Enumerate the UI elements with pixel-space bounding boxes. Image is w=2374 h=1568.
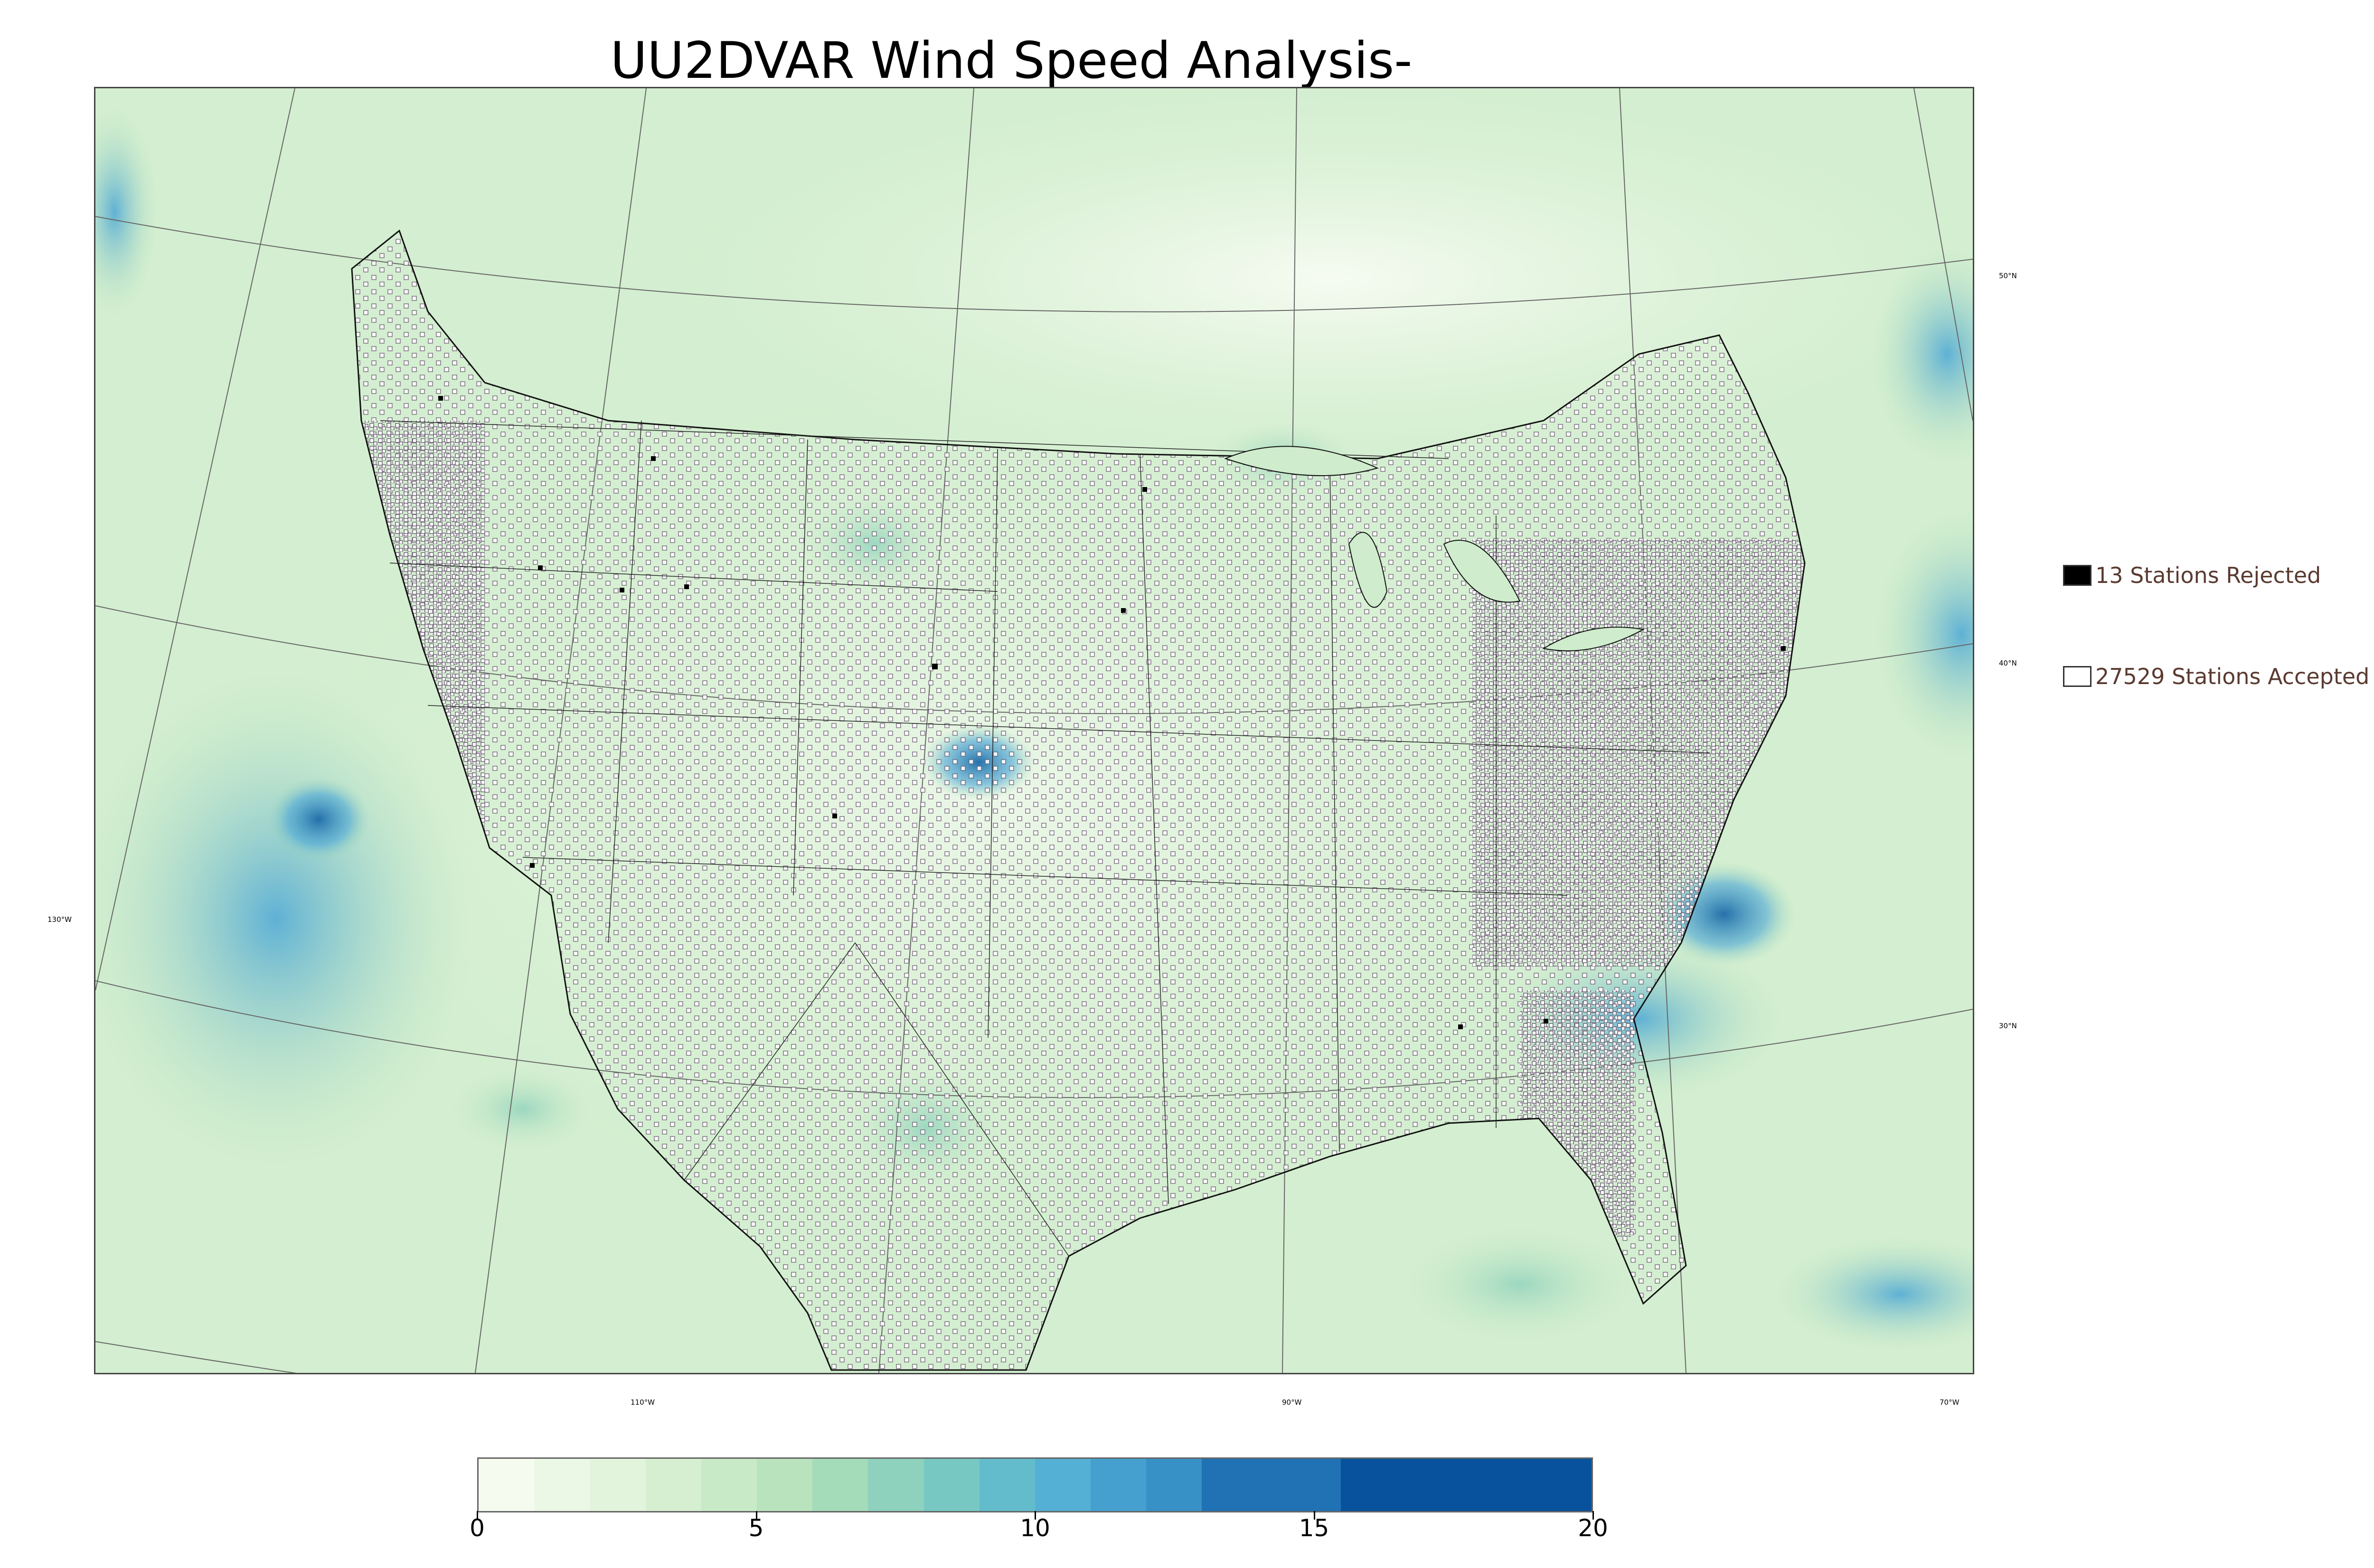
- wind-baja: [452, 1066, 594, 1152]
- border-line: [608, 420, 642, 943]
- legend-accepted: 27529 Stations Accepted: [2063, 664, 2369, 689]
- colorbar-tick-mark: [477, 1511, 478, 1520]
- colorbar-tick-mark: [1313, 1511, 1315, 1520]
- colorbar-segment: [868, 1459, 924, 1511]
- colorbar-segment: [756, 1459, 813, 1511]
- rejected-station: [530, 863, 535, 868]
- lon-line-130w: [95, 88, 295, 991]
- colorbar-segment: [645, 1459, 701, 1511]
- rejected-station: [932, 664, 938, 669]
- lon-label-70w: 70°W: [1940, 1398, 1959, 1407]
- lake-superior: [1224, 446, 1379, 476]
- lat-label-50n: 50°N: [1999, 272, 2017, 280]
- wind-speed-map: [95, 88, 1973, 1373]
- wind-max-california-coast: [95, 672, 475, 1166]
- rejected-station: [620, 588, 624, 592]
- wind-gulf: [1406, 1228, 1634, 1342]
- legend-accepted-label: 27529 Stations Accepted: [2095, 664, 2370, 689]
- colorbar-segment: [479, 1459, 535, 1511]
- legend-rejected-label: 13 Stations Rejected: [2095, 563, 2321, 588]
- lon-label-130w: 130°W: [47, 915, 72, 924]
- map-panel: [94, 87, 1974, 1374]
- wind-max-nova-scotia: [1871, 245, 1973, 463]
- lake-huron: [1443, 540, 1521, 603]
- rejected-station-swatch: [2063, 565, 2091, 586]
- rejected-station: [651, 456, 656, 461]
- rejected-station: [1544, 1019, 1548, 1023]
- lon-line-70w: [1913, 88, 1973, 421]
- lake-michigan: [1348, 532, 1388, 608]
- colorbar-segment: [923, 1459, 980, 1511]
- lat-line-20n: [95, 1341, 297, 1373]
- colorbar-segment: [1341, 1459, 1592, 1511]
- colorbar-segment: [1146, 1459, 1202, 1511]
- colorbar-tick-label: 0: [470, 1514, 485, 1542]
- rejected-station: [1458, 1024, 1463, 1029]
- colorbar-tick-label: 20: [1578, 1514, 1608, 1542]
- rejected-station: [684, 584, 689, 589]
- colorbar-tick-mark: [1592, 1511, 1594, 1520]
- lon-label-110w: 110°W: [631, 1398, 655, 1407]
- rejected-station: [1121, 608, 1126, 613]
- rejected-station: [438, 396, 443, 401]
- lake-erie: [1542, 627, 1645, 651]
- rejected-station: [1781, 646, 1786, 651]
- colorbar-segment: [979, 1459, 1035, 1511]
- border-line: [522, 857, 1568, 896]
- rejected-station: [538, 565, 543, 570]
- colorbar-tick-mark: [1035, 1511, 1036, 1520]
- colorbar-segment: [590, 1459, 646, 1511]
- lon-label-90w: 90°W: [1282, 1398, 1302, 1407]
- border-line: [988, 449, 998, 1038]
- lat-label-30n: 30°N: [1999, 1022, 2017, 1030]
- wind-max-central-california: [266, 777, 371, 862]
- border-line: [1329, 468, 1340, 1152]
- rejected-stations: [438, 396, 1786, 1029]
- colorbar-segment: [1035, 1459, 1091, 1511]
- wind-max-nw-pacific: [95, 107, 157, 316]
- rejected-station: [832, 814, 837, 818]
- border-line: [684, 942, 1069, 1257]
- border-line: [1140, 453, 1169, 1204]
- great-lakes: [1224, 446, 1645, 651]
- border-line: [793, 439, 808, 896]
- border-line: [389, 563, 998, 592]
- colorbar-segment: [1202, 1459, 1341, 1511]
- colorbar-tick-mark: [755, 1511, 757, 1520]
- legend-rejected: 13 Stations Rejected: [2063, 563, 2321, 588]
- colorbar-segment: [534, 1459, 590, 1511]
- colorbar-segment: [701, 1459, 757, 1511]
- accepted-station-swatch: [2063, 666, 2091, 687]
- colorbar-tick-label: 10: [1020, 1514, 1050, 1542]
- wind-caribbean: [1776, 1237, 1973, 1351]
- rejected-station: [1142, 487, 1147, 492]
- lat-label-40n: 40°N: [1999, 659, 2017, 667]
- wind-speed-colorbar: [477, 1457, 1593, 1512]
- colorbar-tick-label: 5: [748, 1514, 764, 1542]
- colorbar-segment: [1091, 1459, 1147, 1511]
- colorbar-tick-label: 15: [1299, 1514, 1329, 1542]
- wind-max-east-offshore: [1876, 511, 1973, 758]
- colorbar-segment: [812, 1459, 868, 1511]
